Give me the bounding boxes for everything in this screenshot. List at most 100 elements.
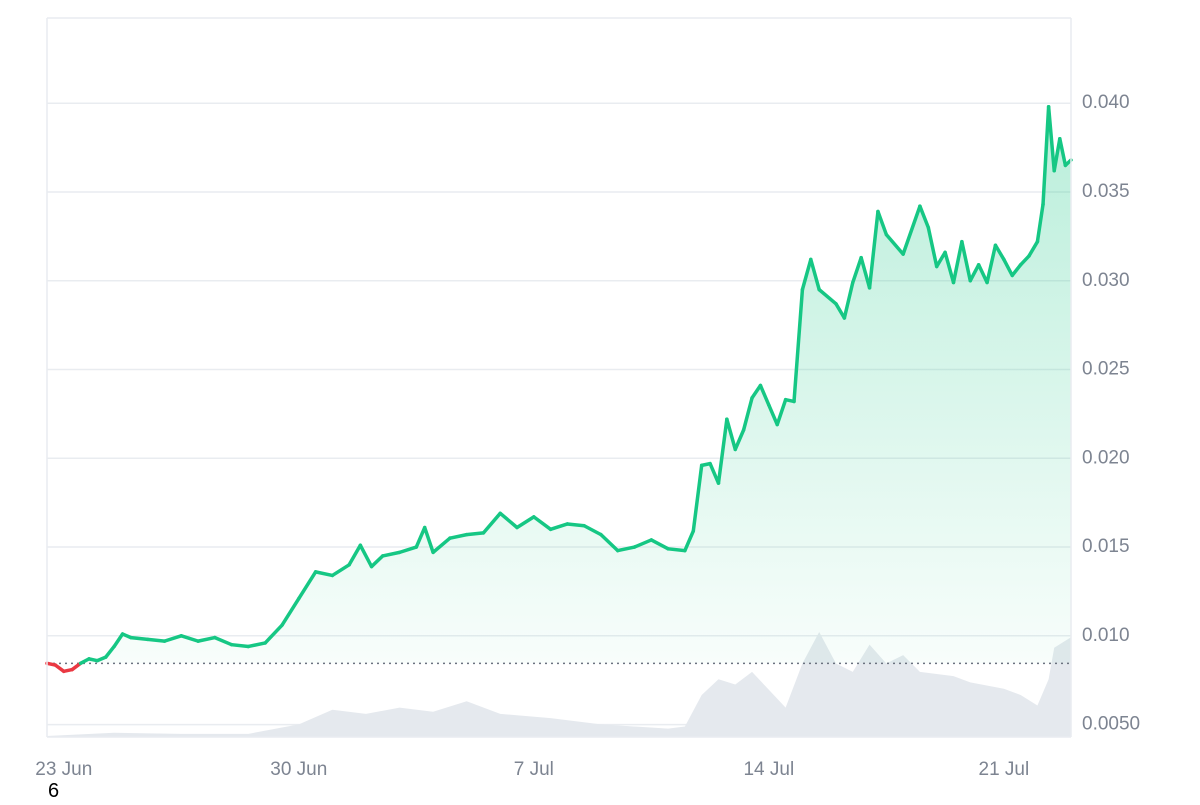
price-line-segment <box>347 543 363 567</box>
price-line-segment <box>397 545 419 555</box>
price-line-segment <box>145 637 167 643</box>
price-line-segment <box>498 511 519 530</box>
y-tick-label: 0.025 <box>1082 359 1130 380</box>
price-line-segment <box>565 522 586 528</box>
price-line-segment <box>632 538 654 549</box>
price-line-segment <box>358 543 374 569</box>
price-line-segment <box>1041 105 1051 207</box>
price-line-segment <box>1010 263 1023 278</box>
price-line-segment <box>1058 136 1068 168</box>
price-line-segment <box>851 255 863 285</box>
price-line-segment <box>380 550 402 558</box>
price-line-segment <box>1063 158 1073 168</box>
price-line-segment <box>162 634 184 643</box>
price-line-segment <box>884 232 905 256</box>
price-line-segment <box>708 461 721 485</box>
price-line-segment <box>767 403 779 427</box>
price-line-segment <box>582 523 603 537</box>
price-line-segment <box>800 257 813 292</box>
y-tick-label: 0.0050 <box>1082 714 1140 735</box>
price-line-segment <box>1002 257 1014 278</box>
price-line-segment <box>741 396 754 432</box>
price-area <box>47 106 1071 664</box>
y-tick-label: 0.030 <box>1082 270 1130 291</box>
price-line-segment <box>666 547 687 553</box>
price-line-segment <box>876 209 889 237</box>
y-tick-label: 0.040 <box>1082 92 1130 113</box>
price-line-segment <box>775 397 788 427</box>
price-line-segment <box>280 596 301 627</box>
price-line-segment <box>1018 254 1031 267</box>
price-line-segment <box>792 287 805 404</box>
price-line-segment <box>859 255 872 290</box>
price-line-segment <box>934 250 947 269</box>
price-line-segment <box>246 641 267 649</box>
price-line-segment <box>313 570 335 578</box>
y-tick-label: 0.020 <box>1082 447 1130 468</box>
price-line-segment <box>464 531 486 537</box>
price-line-segment <box>758 383 771 407</box>
price-line-segment <box>901 204 922 256</box>
price-line-segment <box>414 525 427 549</box>
price-line-segment <box>1046 105 1056 173</box>
price-line-segment <box>817 287 838 306</box>
price-line-segment <box>448 532 469 540</box>
price-line-segment <box>616 545 637 553</box>
price-line-segment <box>985 243 998 285</box>
price-line-segment <box>842 280 855 320</box>
price-line-segment <box>422 525 435 555</box>
price-line-segment <box>1052 136 1062 173</box>
price-line-segment <box>683 529 696 553</box>
price-line-segment <box>1027 239 1040 258</box>
price-line-segment <box>926 225 939 269</box>
price-line-segment <box>1035 202 1045 244</box>
y-tick-label: 0.015 <box>1082 536 1130 557</box>
price-area-fill <box>47 106 1071 664</box>
price-line-segment <box>369 554 385 569</box>
price-line-segment <box>548 522 570 532</box>
price-line-segment <box>649 538 670 551</box>
price-line-segment <box>599 532 620 553</box>
price-line-segment <box>179 634 200 643</box>
x-tick-label: 23 Jun <box>35 759 92 780</box>
price-line-segment <box>263 623 284 645</box>
price-line-segment <box>129 635 150 642</box>
price-line-segment <box>213 635 234 647</box>
price-line-segment <box>297 570 318 601</box>
price-line-segment <box>431 536 452 555</box>
price-line <box>45 105 1073 674</box>
corner-label: 6 <box>48 780 60 802</box>
price-line-segment <box>918 204 931 230</box>
x-tick-label: 21 Jul <box>979 759 1030 780</box>
price-line-segment <box>229 642 251 649</box>
price-line-segment <box>532 515 553 532</box>
price-line-segment <box>943 250 956 285</box>
x-tick-label: 14 Jul <box>743 759 794 780</box>
price-line-segment <box>976 263 989 285</box>
price-line-segment <box>716 417 729 485</box>
x-axis-ticks: 23 Jun 30 Jun 7 Jul 14 Jul 21 Jul <box>35 759 1029 780</box>
y-axis-ticks: 0.0050 0.010 0.015 0.020 0.025 0.030 0.035 0.04… <box>1082 92 1140 734</box>
price-line-segment <box>993 243 1006 262</box>
price-line-segment <box>112 632 125 649</box>
price-line-segment <box>515 515 536 530</box>
x-tick-label: 30 Jun <box>270 759 327 780</box>
price-line-segment <box>104 644 116 659</box>
price-line-segment <box>867 209 880 290</box>
price-line-segment <box>960 239 973 283</box>
price-line-segment <box>968 263 981 283</box>
price-line-segment <box>725 417 738 452</box>
price-line-segment <box>951 239 964 285</box>
y-tick-label: 0.035 <box>1082 181 1130 202</box>
price-line-segment <box>691 463 704 533</box>
plot-frame <box>46 17 1072 738</box>
price-line-segment <box>809 257 821 292</box>
price-line-segment <box>750 383 763 400</box>
y-tick-label: 0.010 <box>1082 625 1130 646</box>
x-tick-label: 7 Jul <box>514 759 554 780</box>
price-line-segment <box>196 635 217 643</box>
price-line-segment <box>330 563 351 578</box>
price-line-segment <box>481 511 502 535</box>
